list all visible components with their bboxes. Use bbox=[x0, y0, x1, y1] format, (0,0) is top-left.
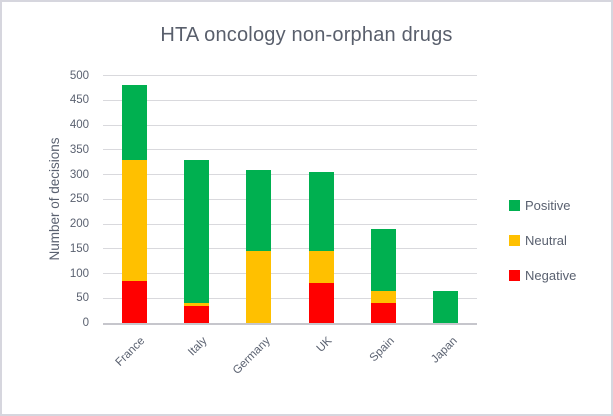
y-tick-label: 400 bbox=[69, 119, 89, 131]
y-tick-label: 0 bbox=[82, 317, 89, 329]
bar-segment-france-positive bbox=[121, 85, 147, 160]
bar-segment-uk-positive bbox=[308, 172, 334, 252]
gridline bbox=[103, 75, 477, 76]
y-tick-label: 250 bbox=[69, 193, 89, 206]
negative-swatch-icon bbox=[509, 270, 520, 281]
positive-swatch-icon bbox=[509, 200, 520, 211]
legend-item-neutral: Neutral bbox=[509, 233, 576, 248]
y-tick-label: 150 bbox=[69, 242, 89, 255]
x-tick-label-france: France bbox=[113, 335, 148, 369]
gridline bbox=[103, 273, 477, 274]
y-tick-label: 350 bbox=[69, 143, 89, 156]
x-tick-label-japan: Japan bbox=[428, 335, 460, 366]
bar-segment-italy-neutral bbox=[184, 303, 209, 306]
bar-segment-spain-neutral bbox=[371, 290, 396, 304]
x-tick-label-spain: Spain bbox=[367, 335, 397, 365]
bar-segment-france-negative bbox=[121, 280, 147, 323]
gridline bbox=[103, 99, 477, 101]
legend: Positive Neutral Negative bbox=[509, 198, 576, 283]
gridline bbox=[103, 124, 477, 126]
legend-item-positive: Positive bbox=[509, 198, 576, 213]
legend-label-negative: Negative bbox=[525, 268, 577, 283]
y-tick-label: 300 bbox=[69, 168, 89, 181]
x-tick-label-uk: UK bbox=[314, 335, 335, 355]
gridline bbox=[103, 174, 477, 175]
y-tick-label: 50 bbox=[76, 292, 89, 305]
y-tick-label: 450 bbox=[69, 94, 89, 107]
bar-segment-spain-negative bbox=[371, 303, 396, 323]
bar-segment-italy-negative bbox=[184, 305, 209, 323]
legend-label-positive: Positive bbox=[525, 198, 571, 213]
y-tick-label: 200 bbox=[69, 218, 89, 230]
x-tick-label-germany: Germany bbox=[230, 335, 273, 377]
chart-title: HTA oncology non-orphan drugs bbox=[160, 24, 453, 46]
legend-item-negative: Negative bbox=[509, 268, 576, 283]
bar-segment-germany-positive bbox=[246, 169, 272, 252]
bar-segment-spain-positive bbox=[371, 228, 396, 291]
bar-segment-japan-positive bbox=[433, 290, 459, 323]
gridline bbox=[103, 248, 477, 250]
y-tick-label: 100 bbox=[69, 267, 89, 280]
bar-segment-uk-negative bbox=[308, 283, 334, 323]
gridline bbox=[103, 297, 477, 299]
gridline bbox=[103, 198, 477, 200]
bar-segment-italy-positive bbox=[184, 159, 209, 304]
bar-segment-france-neutral bbox=[121, 159, 147, 281]
gridline bbox=[103, 223, 477, 225]
bar-segment-germany-neutral bbox=[246, 251, 272, 323]
gridline bbox=[103, 149, 477, 151]
y-tick-label: 500 bbox=[69, 69, 89, 82]
x-tick-label-italy: Italy bbox=[186, 335, 210, 359]
legend-label-neutral: Neutral bbox=[525, 233, 567, 248]
bar-segment-uk-neutral bbox=[308, 251, 334, 284]
x-axis-line bbox=[103, 323, 477, 325]
neutral-swatch-icon bbox=[509, 235, 520, 246]
